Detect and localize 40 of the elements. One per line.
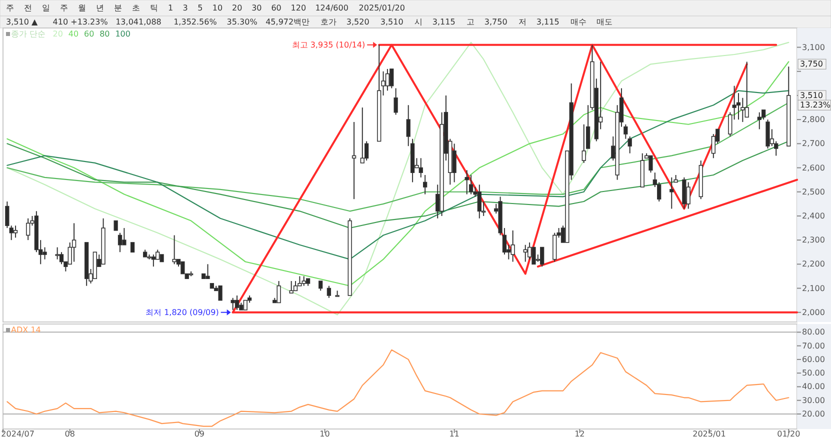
text: 45,972백만 (266, 18, 310, 26)
text: 초 (132, 4, 140, 12)
text: 3,115 (536, 18, 560, 26)
text: 고 (466, 18, 474, 26)
annotation: 3,750 (800, 60, 823, 69)
text: 틱 (150, 4, 158, 12)
text: 10 (212, 4, 223, 12)
annotation: 13.23% (800, 100, 831, 110)
text: 1 (168, 4, 174, 12)
text: 일 (42, 4, 50, 12)
text: 시 (414, 18, 422, 26)
text: 매도 (596, 18, 612, 26)
text: 35.30% (226, 18, 258, 26)
text: 3,510 (380, 18, 404, 26)
text: 120 (290, 4, 306, 12)
text: 20 (232, 4, 242, 12)
text: 410 +13.23% (52, 18, 108, 26)
text: 5 (198, 4, 203, 12)
text: 1,352.56% (174, 18, 218, 26)
text: 주 (60, 4, 68, 12)
text: 13,041,088 (116, 18, 162, 26)
text: 저 (518, 18, 526, 26)
text: 124/600 (315, 4, 348, 12)
text: 전 (24, 4, 32, 12)
text: 3,510 ▲ (6, 18, 38, 26)
text: 년 (96, 4, 104, 12)
text: 60 (271, 4, 282, 12)
text: 주 (6, 4, 14, 12)
annotation: 3,510 (800, 90, 823, 100)
text: 3,115 (432, 18, 456, 26)
text: 3,750 (484, 18, 508, 26)
text: 호가 (320, 18, 336, 26)
text: 2025/01/20 (358, 4, 405, 12)
legend-title: 종가 단순 (11, 30, 46, 38)
text: 매수 (570, 18, 586, 26)
text: 월 (78, 4, 86, 12)
text: 30 (252, 4, 262, 12)
text: 3,520 (346, 18, 370, 26)
text: 3 (182, 4, 188, 12)
text: 분 (114, 4, 122, 12)
